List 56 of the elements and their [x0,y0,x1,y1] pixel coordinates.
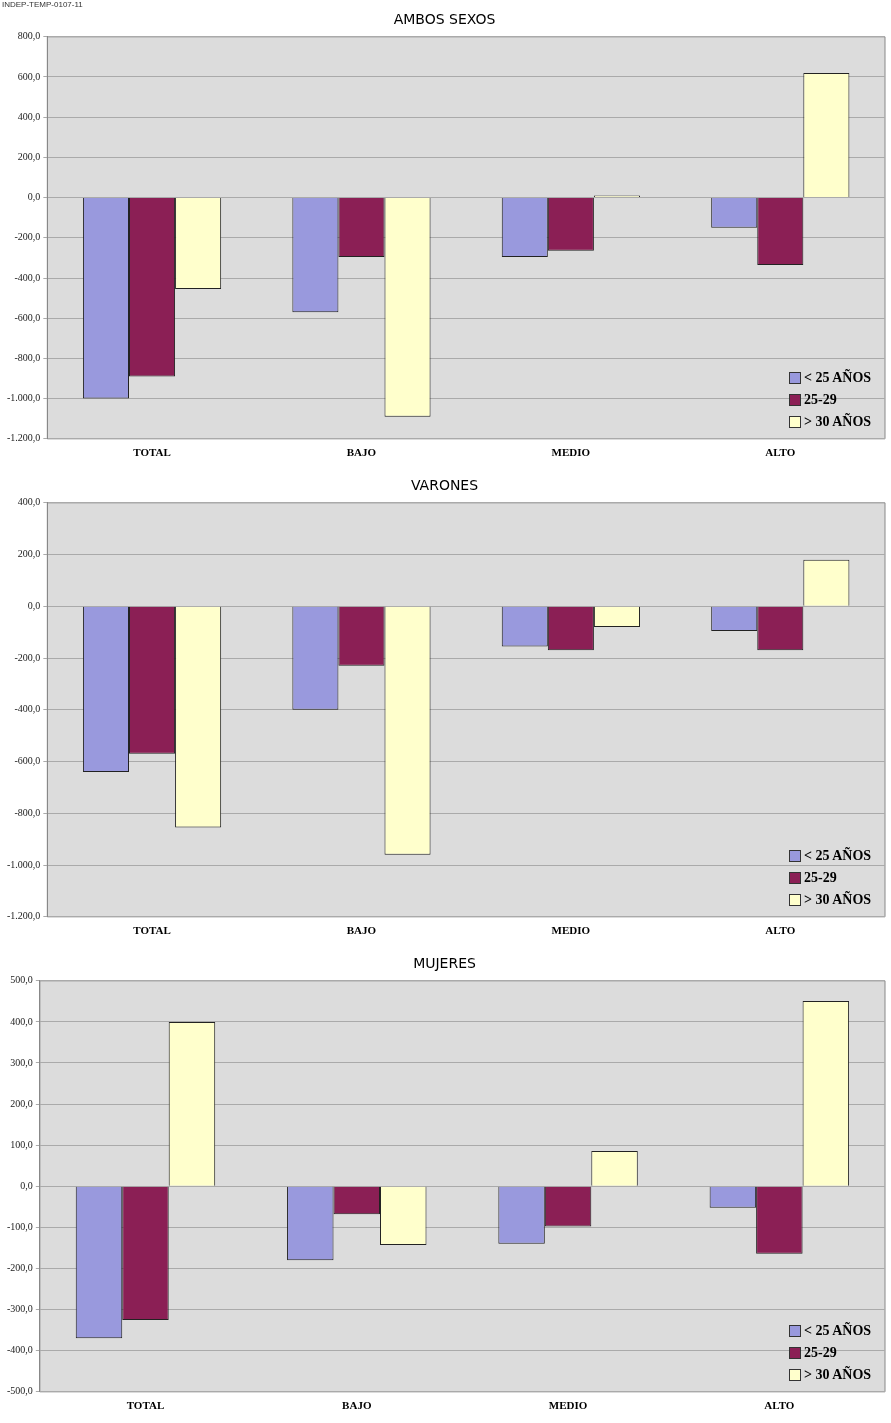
y-tick-label: 600,0 [17,70,41,82]
y-tick-label: 100,0 [10,1138,33,1150]
x-tick-label: TOTAL [126,1399,165,1412]
y-tick-label: -200,0 [14,231,41,243]
x-tick-label: TOTAL [133,446,171,459]
y-tick-label: -800,0 [14,352,41,364]
y-tick-label: -1.200,0 [6,910,41,922]
y-tick-label: -800,0 [14,806,41,818]
legend-label: < 25 AÑOS [804,846,872,865]
y-tick-label: -500,0 [6,1385,33,1397]
y-tick-label: -200,0 [6,1262,33,1274]
y-tick-label: -100,0 [6,1221,33,1233]
x-tick-label: BAJO [346,446,377,459]
y-tick-label: -600,0 [14,755,41,767]
y-tick-label: -400,0 [14,703,41,715]
y-tick-label: 0,0 [27,191,41,203]
y-tick-label: 400,0 [17,110,41,122]
y-tick-label: -1.000,0 [6,392,41,404]
y-tick-label: 200,0 [10,1097,33,1109]
y-tick-label: -400,0 [6,1344,33,1356]
legend-label: > 30 AÑOS [804,890,872,909]
chart-title: MUJERES [413,955,476,972]
legend-label: 25-29 [804,1343,837,1362]
x-tick-label: ALTO [764,1399,795,1412]
chart-title: AMBOS SEXOS [393,11,496,28]
legend-label: 25-29 [804,390,837,409]
y-tick-label: 400,0 [10,1015,33,1027]
y-tick-label: 200,0 [17,151,41,163]
y-tick-label: 400,0 [17,496,41,508]
x-tick-label: ALTO [765,924,796,937]
x-tick-label: TOTAL [133,924,171,937]
y-tick-label: 200,0 [17,548,41,560]
y-tick-label: 0,0 [27,599,41,611]
y-tick-label: 800,0 [17,30,41,42]
y-tick-label: -400,0 [14,271,41,283]
legend-label: < 25 AÑOS [804,368,872,387]
y-tick-label: 300,0 [10,1056,33,1068]
legend-label: 25-29 [804,868,837,887]
legend-label: > 30 AÑOS [804,1365,872,1384]
y-tick-label: -1.200,0 [6,432,41,444]
x-tick-label: BAJO [346,924,377,937]
x-tick-label: MEDIO [551,924,591,937]
y-tick-label: -200,0 [14,651,41,663]
chart-title: VARONES [410,477,479,494]
x-tick-label: MEDIO [548,1399,588,1412]
y-tick-label: -300,0 [6,1303,33,1315]
y-tick-label: 500,0 [10,974,33,986]
x-tick-label: ALTO [765,446,796,459]
y-tick-label: -1.000,0 [6,858,41,870]
x-tick-label: BAJO [342,1399,372,1412]
x-tick-label: MEDIO [551,446,591,459]
legend-label: < 25 AÑOS [804,1321,872,1340]
legend-label: > 30 AÑOS [804,412,872,431]
text: INDEP-TEMP-0107-11 [2,0,83,9]
y-tick-label: 0,0 [20,1179,33,1191]
y-tick-label: -600,0 [14,311,41,323]
